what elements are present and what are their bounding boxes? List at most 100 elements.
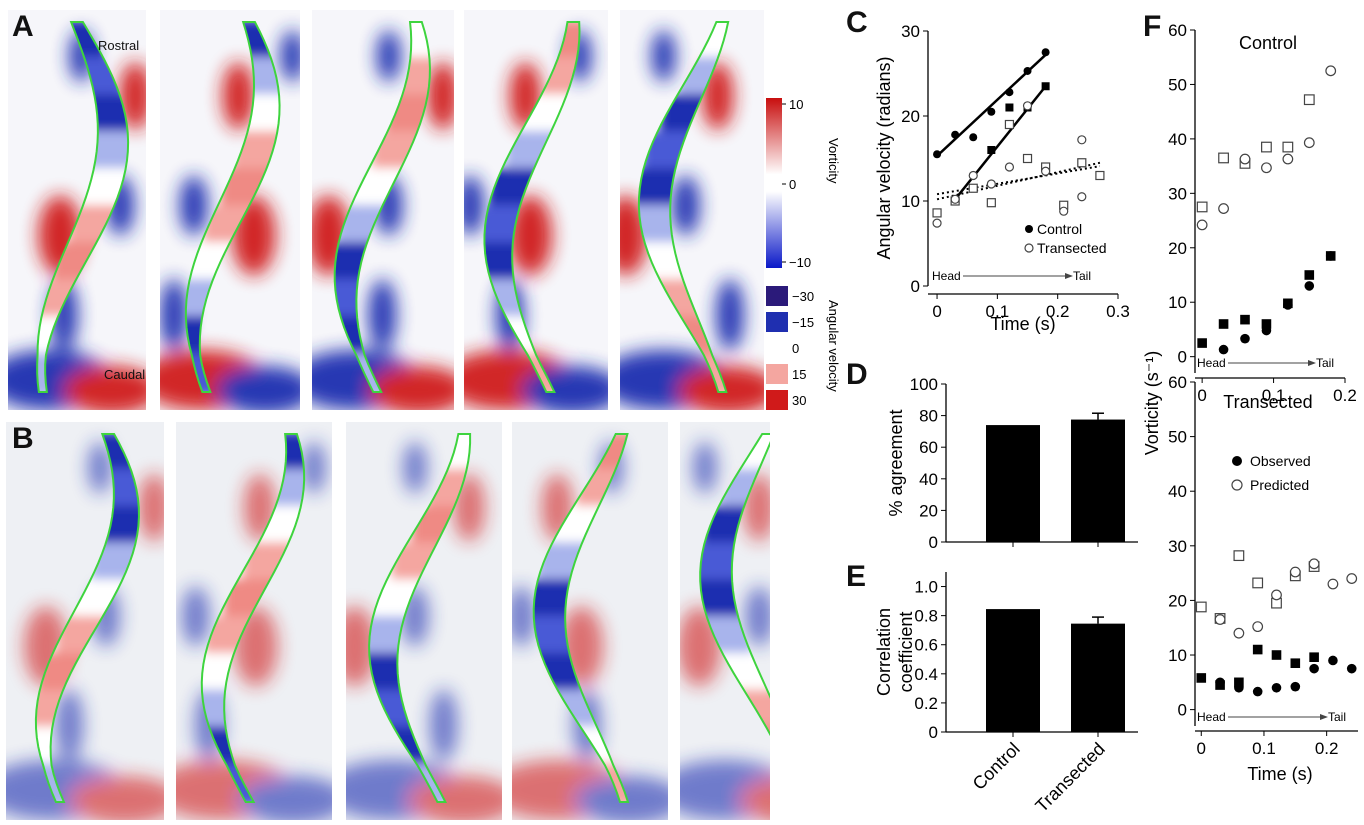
y-tick-label: 100 xyxy=(910,375,938,394)
chart-c-series xyxy=(932,48,1105,228)
data-point-open-square xyxy=(1077,158,1087,168)
legend-label: Observed xyxy=(1250,453,1311,469)
colorbars: 10 0 −10 Vorticity −30 −15 0 15 30 Angular vel… xyxy=(766,97,841,410)
data-point-open-circle xyxy=(1059,206,1069,216)
y-tick-label: 50 xyxy=(1168,428,1187,447)
chart-f-transected-title: Transected xyxy=(1223,392,1312,412)
axes-F-transected: 0 10 20 30 40 50 60 0 0.1 0.2 xyxy=(1168,373,1358,758)
angular-velocity-swatch xyxy=(766,364,788,384)
data-point-filled-circle xyxy=(1218,344,1229,355)
data-point-open-square xyxy=(1233,550,1245,562)
chart-e-correlation: 0 0.2 0.4 0.6 0.8 1.0 Control Transected Correla… xyxy=(874,572,1138,816)
data-point-filled-square xyxy=(1271,650,1282,660)
angular-velocity-swatch xyxy=(766,286,788,306)
data-point-open-circle xyxy=(1239,153,1251,165)
data-point-open-circle xyxy=(1004,162,1015,172)
data-point-open-circle xyxy=(1024,243,1034,253)
panel-label-f: F xyxy=(1143,10,1162,43)
bar-control xyxy=(986,609,1040,732)
flow-frame-b-4 xyxy=(512,422,668,820)
x-tick-label: 0.2 xyxy=(1333,386,1357,405)
panel-label-c: C xyxy=(846,6,868,39)
data-point-open-square xyxy=(1303,94,1315,106)
fit-line-dotted xyxy=(936,161,1101,201)
head-tail-arrowhead xyxy=(1308,360,1316,366)
data-point-open-circle xyxy=(968,170,978,181)
y-tick-label: 60 xyxy=(1168,21,1187,40)
fit-line-solid xyxy=(954,85,1047,201)
chart-F-control-series xyxy=(1196,65,1337,355)
y-tick-label: 40 xyxy=(1168,130,1187,149)
head-tail-arrowhead xyxy=(1320,714,1328,720)
data-point-open-circle xyxy=(932,218,942,228)
data-point-filled-circle xyxy=(1232,456,1242,466)
y-tick-label: 0 xyxy=(911,277,920,296)
data-point-filled-circle xyxy=(1252,686,1263,697)
panel-label-e: E xyxy=(846,560,867,593)
data-point-filled-circle xyxy=(1304,281,1315,291)
flow-frame-b-2 xyxy=(176,422,332,820)
y-tick-label: 30 xyxy=(901,22,920,41)
data-point-filled-circle xyxy=(1005,88,1014,97)
data-point-open-square xyxy=(1095,170,1105,181)
tail-label: Tail xyxy=(1316,356,1334,370)
chart-f-vorticity: 0 10 20 30 40 50 60 0 0.1 0.2 0 10 20 30 40 50 60 0 0.1 0.2… xyxy=(1142,21,1358,784)
data-point-filled-circle xyxy=(1261,325,1272,336)
y-tick-label: 20 xyxy=(901,107,920,126)
y-tick-label: 20 xyxy=(1168,591,1187,610)
data-point-filled-circle xyxy=(1283,300,1293,310)
y-tick-label: 10 xyxy=(901,192,920,211)
legend-label: Control xyxy=(1037,221,1082,237)
y-tick-label: 40 xyxy=(919,470,938,489)
data-point-filled-circle xyxy=(1271,682,1282,693)
x-tick-label: 0.1 xyxy=(1262,386,1286,405)
y-tick-label: 40 xyxy=(1168,482,1187,501)
flow-field-panels xyxy=(6,10,770,820)
y-tick-label: 10 xyxy=(1168,646,1187,665)
data-point-open-circle xyxy=(1252,621,1264,633)
data-point-open-circle xyxy=(1077,135,1087,145)
y-tick-label: 30 xyxy=(1168,184,1187,203)
data-point-filled-square xyxy=(1252,644,1263,655)
flow-frame-a-5 xyxy=(620,10,764,410)
y-tick-label: 20 xyxy=(919,501,938,520)
vorticity-tick-label: 10 xyxy=(789,97,803,112)
vorticity-colorbar xyxy=(766,98,782,268)
data-point-open-square xyxy=(1004,119,1015,130)
y-tick-label: 1.0 xyxy=(914,578,938,597)
data-point-open-circle xyxy=(1231,479,1243,491)
chart-f-control-title: Control xyxy=(1239,33,1297,53)
panel-label-b: B xyxy=(12,422,34,455)
angular-velocity-label: 30 xyxy=(792,393,806,408)
data-point-open-circle xyxy=(1218,203,1229,214)
data-point-filled-circle xyxy=(951,130,960,139)
data-point-open-circle xyxy=(950,194,960,204)
y-tick-label: 0.4 xyxy=(914,665,938,684)
y-tick-label: 60 xyxy=(919,438,938,457)
data-point-open-circle xyxy=(1233,627,1245,639)
y-tick-label: 20 xyxy=(1168,239,1187,258)
data-point-filled-square xyxy=(1041,82,1050,91)
chart-c-ylabel: Angular velocity (radians) xyxy=(874,56,894,259)
category-label-control: Control xyxy=(969,739,1024,794)
chart-f-ylabel: Vorticity (s⁻¹) xyxy=(1142,351,1162,456)
data-point-filled-square xyxy=(1261,319,1272,329)
angular-velocity-label: 15 xyxy=(792,367,806,382)
y-tick-label: 0.8 xyxy=(914,607,938,626)
data-point-open-circle xyxy=(1308,558,1320,570)
chart-c-angular-velocity: 0 10 20 30 0 0.1 0.2 0.3 Control Transected Head Ta… xyxy=(874,22,1130,334)
angular-velocity-label: 0 xyxy=(792,341,799,356)
caudal-label: Caudal xyxy=(104,367,146,382)
panel-label-d: D xyxy=(846,358,868,391)
angular-velocity-swatch xyxy=(766,312,788,332)
angular-velocity-colorbar-title: Angular velocity xyxy=(826,300,841,392)
axes-E: 0 0.2 0.4 0.6 0.8 1.0 xyxy=(914,572,1138,742)
data-point-open-circle xyxy=(1289,566,1301,578)
head-label: Head xyxy=(932,269,961,283)
data-point-open-circle xyxy=(1261,162,1272,174)
y-tick-label: 0 xyxy=(929,723,938,742)
data-point-filled-circle xyxy=(1346,663,1357,674)
x-tick-label: 0 xyxy=(1197,739,1206,758)
y-tick-label: 0 xyxy=(1178,348,1187,367)
data-point-filled-circle xyxy=(1041,48,1050,57)
